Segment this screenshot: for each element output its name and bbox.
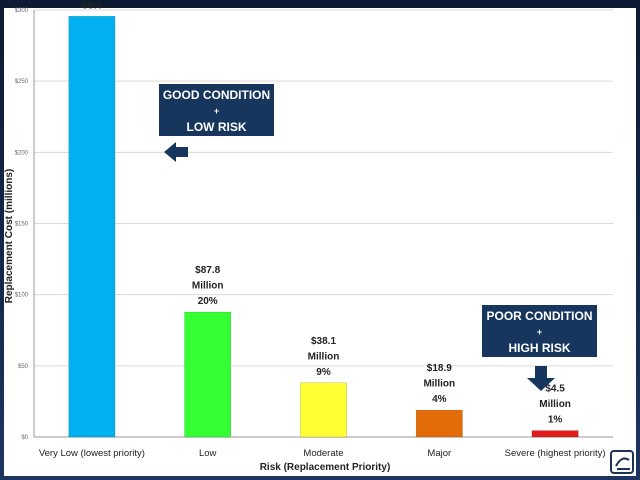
category-label-1: Low	[199, 448, 217, 459]
bar-1	[184, 311, 232, 438]
bars	[68, 16, 579, 438]
y-tick-label: $300	[15, 8, 29, 14]
y-tick-label: $250	[15, 79, 29, 85]
callout-poor-line-1: POOR CONDITION	[486, 309, 592, 323]
y-tick-labels: $0 $50 $100 $150 $200 $250 $300	[15, 8, 29, 441]
data-label-1: $87.8	[195, 265, 220, 276]
data-label-1: 20%	[198, 296, 218, 307]
data-labels: $295.6Million66%$87.8Million20%$38.1Mill…	[82, 0, 571, 426]
y-tick-label: $150	[15, 222, 29, 228]
bar-0	[68, 16, 116, 438]
logo-icon	[610, 450, 634, 474]
callout-good-condition: GOOD CONDITION + LOW RISK	[159, 84, 274, 162]
bar-3	[415, 409, 463, 438]
arrow-left-icon	[164, 142, 188, 162]
y-tick-label: $0	[21, 435, 28, 441]
data-label-2: Million	[308, 351, 340, 362]
bar-2	[300, 382, 347, 438]
y-axis-title: Replacement Cost (millions)	[4, 169, 15, 303]
category-label-0: Very Low (lowest priority)	[39, 448, 145, 459]
callout-poor-line-2: +	[537, 327, 542, 337]
x-axis-title: Risk (Replacement Priority)	[260, 462, 391, 473]
callout-poor-line-3: HIGH RISK	[508, 341, 570, 355]
category-label-3: Major	[427, 448, 451, 459]
gridlines	[34, 9, 613, 367]
data-label-3: 4%	[432, 394, 447, 405]
category-labels: Very Low (lowest priority) Low Moderate Maj…	[39, 448, 606, 459]
data-label-4: Million	[539, 399, 571, 410]
callout-good-line-2: +	[214, 106, 219, 116]
callout-good-line-1: GOOD CONDITION	[163, 88, 270, 102]
callout-poor-condition: POOR CONDITION + HIGH RISK	[482, 305, 597, 391]
callout-good-line-3: LOW RISK	[187, 120, 247, 134]
data-label-1: Million	[192, 281, 224, 292]
data-label-2: 9%	[316, 367, 331, 378]
data-label-3: $18.9	[427, 363, 452, 374]
category-label-4: Severe (highest priority)	[505, 448, 606, 459]
y-tick-label: $50	[18, 364, 29, 370]
callout-poor-box	[482, 305, 597, 357]
y-tick-label: $100	[15, 293, 29, 299]
arrow-down-icon	[527, 366, 555, 391]
data-label-4: $4.5	[545, 384, 565, 395]
data-label-3: Million	[423, 379, 455, 390]
data-label-4: 1%	[548, 415, 563, 426]
y-tick-label: $200	[15, 150, 29, 156]
data-label-2: $38.1	[311, 336, 336, 347]
callout-good-box	[159, 84, 274, 136]
bar-4	[531, 430, 579, 438]
data-label-0: 66%	[82, 0, 102, 11]
category-label-2: Moderate	[303, 448, 343, 459]
